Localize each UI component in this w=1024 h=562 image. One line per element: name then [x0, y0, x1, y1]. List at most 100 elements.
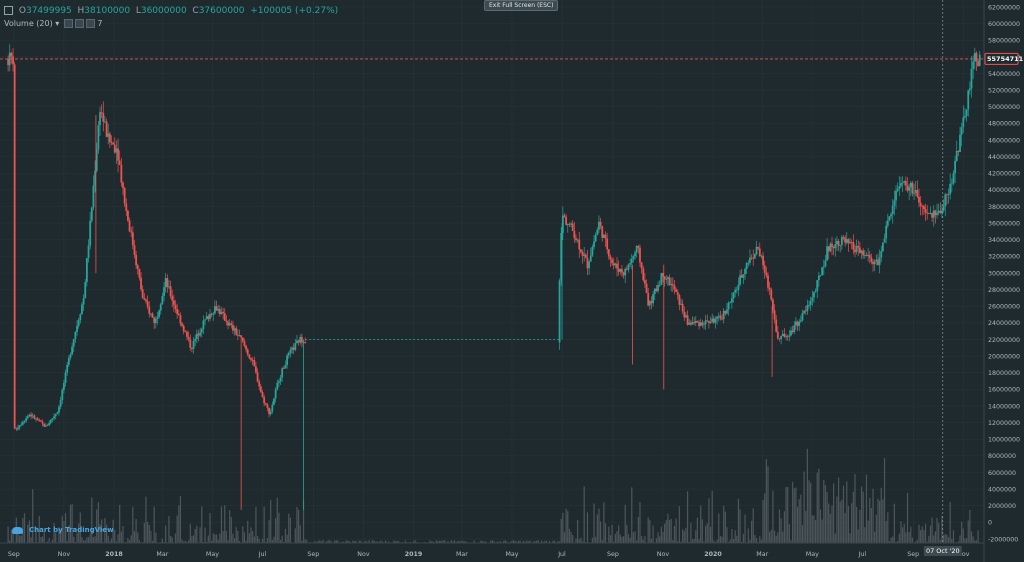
volume-bar — [773, 530, 776, 543]
candle-body — [7, 58, 10, 66]
volume-bar — [55, 532, 57, 543]
volume-bar — [463, 541, 465, 543]
candle-body — [678, 295, 681, 305]
candle-body — [33, 415, 36, 419]
volume-bar — [499, 541, 502, 543]
candle-body — [794, 321, 797, 326]
candle-body — [878, 257, 881, 266]
volume-bar — [271, 539, 273, 543]
volume-bar — [957, 541, 959, 543]
volume-bar — [750, 520, 753, 543]
volume-bar — [376, 541, 378, 543]
volume-bar — [371, 540, 374, 543]
volume-bar — [393, 540, 395, 543]
candle-body — [258, 381, 261, 387]
candle-body — [296, 340, 298, 344]
volume-bar — [662, 531, 664, 543]
candle-body — [694, 321, 697, 324]
volume-bar — [496, 541, 498, 543]
candle-body — [584, 254, 587, 258]
tradingview-branding[interactable]: Chart by TradingView — [12, 526, 114, 534]
volume-bar — [81, 536, 83, 543]
volume-bar — [522, 540, 525, 543]
volume-bar — [396, 540, 398, 543]
settings-icon[interactable] — [74, 19, 84, 28]
volume-bar — [831, 505, 833, 543]
volume-bar — [453, 540, 456, 543]
candle-body — [918, 196, 920, 203]
volume-bar — [943, 534, 945, 543]
candle-body — [100, 112, 103, 114]
close-icon[interactable] — [85, 19, 95, 28]
candle-body — [975, 52, 978, 62]
eye-icon[interactable] — [63, 19, 73, 28]
candle-body — [683, 311, 686, 318]
candle-body — [44, 425, 47, 427]
candle-body — [749, 257, 751, 263]
volume-bar — [430, 541, 433, 543]
candle-body — [658, 284, 661, 286]
y-tick-label: 40000000 — [988, 187, 1020, 194]
candle-body — [783, 333, 786, 337]
candle-body — [31, 415, 34, 417]
candle-body — [914, 190, 917, 193]
volume-bar — [253, 536, 255, 543]
dropdown-arrow-icon[interactable]: ▾ — [55, 19, 60, 28]
candle-body — [611, 259, 613, 264]
candle-body — [566, 223, 569, 225]
volume-bar — [964, 538, 966, 543]
candle-body — [49, 419, 52, 424]
candle-body — [767, 275, 769, 288]
candle-body — [842, 236, 845, 238]
y-tick-label: 10000000 — [988, 437, 1020, 444]
candle-body — [712, 318, 715, 323]
volume-bar — [289, 517, 291, 543]
candle-body — [250, 358, 252, 360]
candle-body — [125, 203, 128, 211]
candle-body — [233, 328, 236, 331]
time-axis[interactable]: Sep Nov 2018 Mar May Jul Sep Nov 2019 Mar May Jul Se… — [8, 551, 970, 558]
candle-body — [913, 192, 915, 194]
volume-bar — [905, 532, 907, 543]
candle-body — [243, 341, 246, 346]
volume-bar — [803, 471, 805, 543]
volume-bar — [865, 474, 868, 543]
volume-bar — [20, 535, 22, 543]
volume-bar — [302, 499, 305, 543]
candle-body — [176, 309, 179, 314]
volume-bar — [887, 512, 889, 543]
volume-bar — [69, 504, 72, 543]
candle-body — [56, 412, 59, 415]
y-tick-label: 22000000 — [988, 337, 1020, 344]
price-axis[interactable]: 6200000060000000580000005600000054000000… — [983, 0, 1020, 562]
candle-body — [801, 312, 804, 321]
volume-bar — [462, 540, 464, 543]
candle-body — [821, 267, 824, 276]
candle-body — [230, 323, 233, 325]
volume-bar — [828, 503, 830, 543]
candle-body — [232, 324, 234, 331]
candle-body — [619, 269, 622, 272]
volume-bar — [895, 541, 897, 543]
volume-bar — [631, 487, 633, 543]
volume-bar — [481, 541, 484, 543]
candle-body — [898, 186, 901, 189]
volume-bar — [7, 526, 9, 543]
x-tick-label: Jul — [858, 551, 867, 558]
volume-bar — [112, 519, 114, 543]
candle-body — [213, 306, 216, 314]
volume-bar — [165, 525, 167, 543]
candle-body — [253, 360, 256, 367]
volume-bar — [595, 536, 597, 543]
volume-bar — [68, 525, 70, 543]
volume-bar — [304, 539, 306, 543]
volume-bar — [677, 541, 679, 543]
volume-bar — [435, 540, 438, 543]
volume-bar — [667, 513, 669, 543]
collapse-icon[interactable] — [4, 6, 13, 15]
exit-fullscreen-button[interactable]: Exit Full Screen (ESC) — [484, 0, 559, 11]
candle-body — [20, 424, 23, 426]
candle-body — [945, 194, 948, 196]
volume-bar — [404, 540, 406, 543]
